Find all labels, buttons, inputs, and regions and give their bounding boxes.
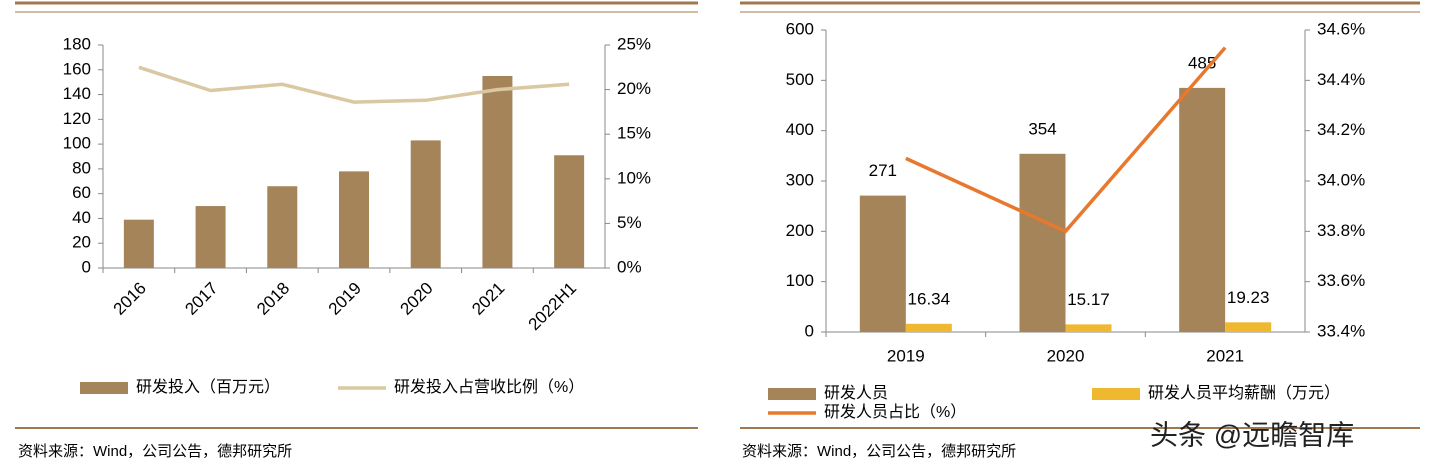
y-tick-label: 100 xyxy=(786,271,814,290)
data-label: 15.17 xyxy=(1067,290,1110,309)
y2-tick-label: 5% xyxy=(617,213,642,232)
y-tick-label: 60 xyxy=(72,183,91,202)
y2-tick-label: 15% xyxy=(617,124,651,143)
bar xyxy=(410,140,441,268)
data-label: 271 xyxy=(869,161,897,180)
y-tick-label: 200 xyxy=(786,221,814,240)
bar xyxy=(482,75,513,268)
y2-tick-label: 33.8% xyxy=(1317,221,1365,240)
source: 资料来源：Wind，公司公告，德邦研究所 xyxy=(742,442,1016,460)
legend-label: 研发人员 xyxy=(824,384,888,402)
data-label: 354 xyxy=(1028,119,1056,138)
x-tick-label: 2017 xyxy=(181,279,221,319)
y2-tick-label: 10% xyxy=(617,168,651,187)
y-tick-label: 120 xyxy=(63,109,91,128)
y-tick-label: 400 xyxy=(786,120,814,139)
bar xyxy=(1065,324,1112,332)
watermark: 头条 @远瞻智库 xyxy=(1150,419,1354,450)
bar xyxy=(267,186,298,268)
x-tick-label: 2019 xyxy=(325,279,365,319)
bar xyxy=(1225,322,1272,332)
bar xyxy=(1019,153,1066,332)
bar xyxy=(905,323,952,332)
y2-tick-label: 33.4% xyxy=(1317,321,1365,340)
legend-label: 研发投入占营收比例（%） xyxy=(394,378,584,396)
x-tick-label: 2018 xyxy=(253,279,293,319)
y-tick-label: 100 xyxy=(63,134,91,153)
y-tick-label: 20 xyxy=(72,233,91,252)
bar xyxy=(339,171,369,268)
y-tick-label: 500 xyxy=(786,70,814,89)
legend-label: 研发人员平均薪酬（万元） xyxy=(1148,384,1340,402)
legend-swatch xyxy=(1092,388,1140,400)
y2-tick-label: 33.6% xyxy=(1317,271,1365,290)
y-tick-label: 140 xyxy=(63,84,91,103)
legend-label: 研发人员占比（%） xyxy=(824,403,966,421)
legend-swatch xyxy=(768,388,816,400)
legend-label: 研发投入（百万元） xyxy=(136,378,280,396)
x-tick-label: 2021 xyxy=(468,279,508,319)
x-tick-label: 2022H1 xyxy=(525,279,581,335)
y-tick-label: 0 xyxy=(805,321,814,340)
y2-tick-label: 34.4% xyxy=(1317,70,1365,89)
y2-tick-label: 34.6% xyxy=(1317,19,1365,38)
y-tick-label: 0 xyxy=(82,257,91,276)
x-tick-label: 2021 xyxy=(1206,346,1244,365)
y2-tick-label: 34.2% xyxy=(1317,120,1365,139)
x-tick-label: 2020 xyxy=(397,279,437,319)
bar xyxy=(123,219,154,268)
x-tick-label: 2020 xyxy=(1047,346,1085,365)
x-tick-label: 2019 xyxy=(887,346,925,365)
y-tick-label: 600 xyxy=(786,19,814,38)
x-tick-label: 2016 xyxy=(110,279,150,319)
source: 资料来源：Wind，公司公告，德邦研究所 xyxy=(18,442,292,460)
y-tick-label: 160 xyxy=(63,59,91,78)
y2-tick-label: 0% xyxy=(617,257,642,276)
line xyxy=(905,46,1227,234)
y2-tick-label: 20% xyxy=(617,79,651,98)
y-tick-label: 80 xyxy=(72,158,91,177)
line xyxy=(138,65,570,104)
y-tick-label: 300 xyxy=(786,170,814,189)
bar xyxy=(1179,87,1226,332)
y2-tick-label: 25% xyxy=(617,34,651,53)
data-label: 19.23 xyxy=(1227,288,1270,307)
bar xyxy=(859,195,906,332)
y2-tick-label: 34.0% xyxy=(1317,170,1365,189)
bar xyxy=(195,206,226,268)
data-label: 16.34 xyxy=(908,289,951,308)
y-tick-label: 40 xyxy=(72,208,91,227)
y-tick-label: 180 xyxy=(63,34,91,53)
legend-swatch xyxy=(80,382,128,394)
bar xyxy=(554,155,585,268)
